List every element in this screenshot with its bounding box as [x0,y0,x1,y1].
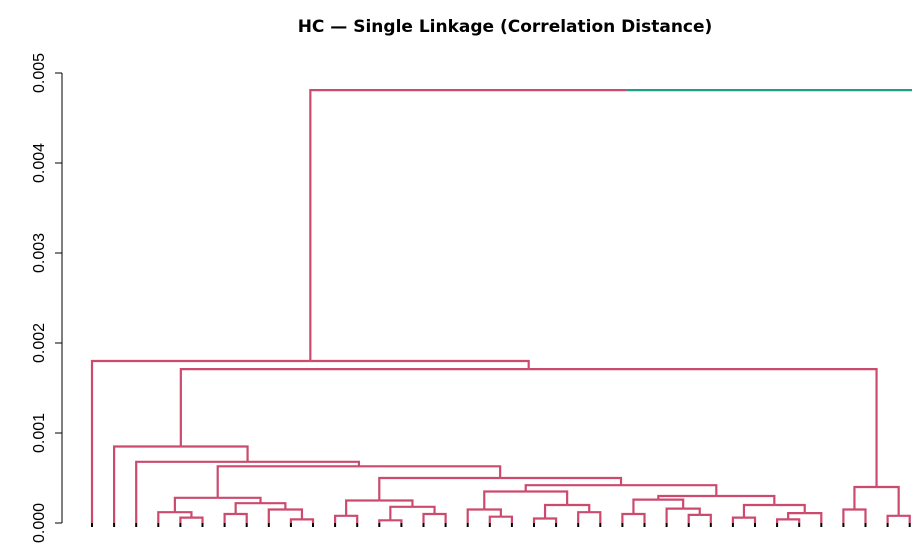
dendrogram-link [776,518,789,523]
dendrogram-link [532,517,546,523]
dendrogram-link [379,499,414,507]
dendrogram-link [310,359,530,370]
dendrogram-link [543,503,568,519]
dendrogram-link [358,465,502,478]
dendrogram-link [577,511,590,523]
dendrogram-link [483,490,526,510]
dendrogram-link [285,508,304,520]
dendrogram-link [528,368,878,487]
dendrogram-link [567,503,591,513]
dendrogram-link [378,519,391,523]
dendrogram-link [774,503,806,514]
dendrogram-link [216,465,359,498]
dendrogram-link [657,494,717,500]
dendrogram-link [247,460,361,467]
dendrogram-link [658,498,685,509]
dendrogram-link [683,507,701,515]
dendrogram-link [135,460,248,523]
dendrogram-link [267,508,286,523]
dendrogram-link [787,512,805,520]
dendrogram-link [180,445,249,462]
dendrogram-link [626,89,912,92]
dendrogram-link [113,445,181,523]
dendrogram-link [621,512,634,523]
dendrogram-link [412,505,436,514]
dendrogram-link [699,513,712,523]
dendrogram-link [500,515,513,523]
dendrogram-link [191,516,204,523]
dendrogram-link [90,359,311,523]
y-tick-label: 0.005 [31,53,48,93]
dendrogram-link [301,518,315,523]
dendrogram-link [235,512,248,523]
dendrogram-link [742,503,775,518]
dendrogram-link [621,484,718,496]
dendrogram-link [853,485,877,510]
chart-title: HC — Single Linkage (Correlation Distanc… [298,17,713,37]
dendrogram-link [389,505,413,521]
dendrogram-link [632,498,659,514]
dendrogram-link [488,515,501,523]
y-tick-label: 0.003 [31,233,48,273]
dendrogram-link [545,517,558,523]
dendrogram-link [434,512,447,523]
dendrogram-link [500,476,623,486]
dendrogram-link [157,511,175,523]
dendrogram-link [854,508,867,523]
dendrogram-link [525,490,569,505]
dendrogram-link [842,508,855,523]
dendrogram-link [886,514,899,523]
dendrogram-link [876,485,900,516]
dendrogram-link [743,516,757,523]
dendrogram-link [260,502,287,510]
dendrogram-link [378,476,501,501]
dendrogram-link [665,507,684,523]
dendrogram-link [804,512,823,523]
dendrogram-link [484,508,502,517]
dendrogram-link [234,502,261,514]
y-tick-label: 0.000 [31,503,48,543]
dendrogram-link [217,496,262,504]
dendrogram-link [174,511,193,518]
dendrogram-link [633,512,646,523]
y-tick-label: 0.001 [31,413,48,453]
dendrogram-link [223,512,236,523]
y-tick-label: 0.002 [31,323,48,363]
dendrogram-link [731,516,744,523]
dendrogram-link [898,514,911,523]
dendrogram-link [716,494,776,505]
dendrogram-link [179,368,529,447]
dendrogram-link [173,496,218,513]
dendrogram-link [589,511,602,523]
dendrogram-link [524,484,622,492]
dendrogram-link [179,516,192,523]
dendrogram-link [346,514,359,523]
dendrogram-link [309,89,627,361]
dendrogram-link [390,519,403,523]
dendrogram-link [289,518,302,523]
dendrogram-link [466,508,485,523]
dendrogram-link [345,499,380,516]
dendrogram-link [788,518,801,523]
y-tick-label: 0.004 [31,143,48,183]
dendrogram-link [422,512,435,523]
dendrogram-link [334,514,347,523]
dendrogram-link [687,513,700,523]
